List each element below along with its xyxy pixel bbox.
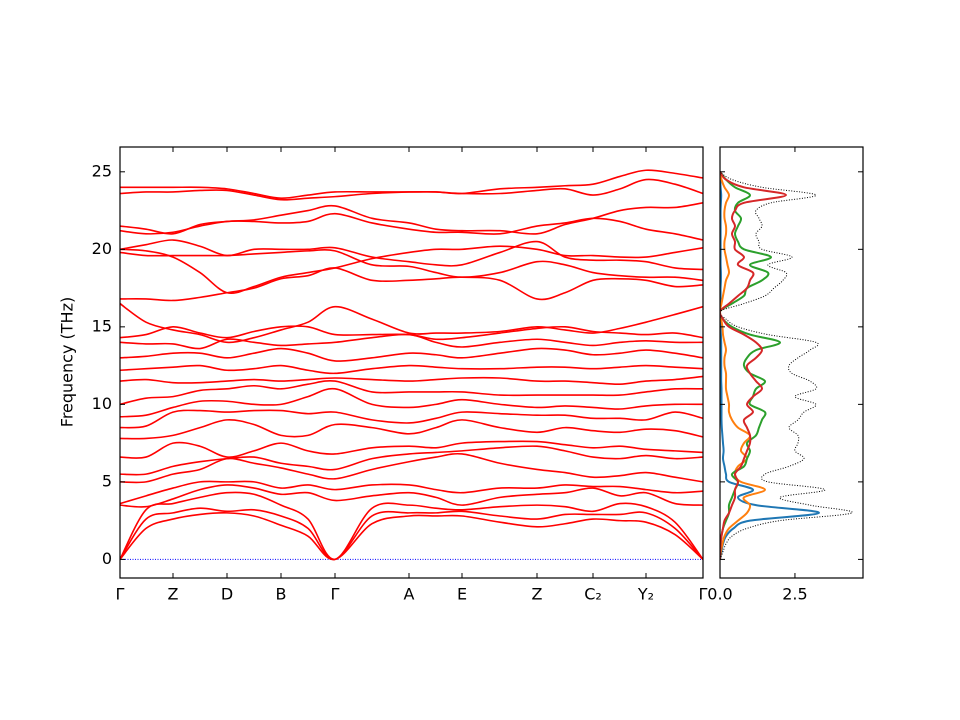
y-tick-label: 5 — [102, 471, 112, 490]
band-line — [120, 239, 703, 271]
x-tick-label: E — [457, 585, 467, 604]
x-tick-label: 0.0 — [707, 585, 732, 604]
band-line — [120, 178, 703, 201]
band-line — [120, 267, 703, 302]
x-tick-label: C₂ — [584, 585, 602, 604]
dos-line — [720, 171, 766, 560]
dos-line — [720, 171, 787, 560]
x-tick-label: 2.5 — [782, 585, 807, 604]
x-tick-label: A — [404, 585, 415, 604]
x-tick-label: Γ — [116, 585, 125, 604]
band-line — [120, 302, 703, 344]
band-line — [120, 507, 703, 561]
dos-line — [720, 171, 781, 560]
x-tick-label: Y₂ — [637, 585, 654, 604]
band-line — [120, 375, 703, 386]
band-line — [120, 484, 703, 508]
x-tick-label: B — [276, 585, 287, 604]
band-line — [120, 347, 703, 362]
band-line — [120, 491, 703, 561]
band-line — [120, 169, 703, 199]
band-line — [120, 445, 703, 476]
dos-line — [720, 171, 853, 560]
y-tick-label: 25 — [92, 161, 112, 180]
x-tick-label: Z — [532, 585, 543, 604]
band-line — [120, 364, 703, 375]
y-axis-label: Frequency (THz) — [58, 297, 77, 427]
band-line — [120, 480, 703, 505]
x-tick-label: Γ — [331, 585, 340, 604]
band-line — [120, 325, 703, 341]
plot-area — [720, 171, 853, 560]
band-line — [120, 245, 703, 295]
y-tick-label: 10 — [92, 394, 112, 413]
x-tick-label: D — [221, 585, 233, 604]
band-line — [120, 380, 703, 406]
band-line — [120, 248, 703, 282]
axes-frame — [719, 146, 864, 579]
x-tick-label: Γ — [699, 585, 708, 604]
band-line — [120, 440, 703, 459]
dos-line — [720, 171, 820, 560]
band-line — [120, 512, 703, 561]
y-tick-label: 0 — [102, 549, 112, 568]
band-line — [120, 202, 703, 235]
x-tick-label: Z — [168, 585, 179, 604]
band-line — [120, 452, 703, 484]
y-tick-label: 15 — [92, 316, 112, 335]
y-tick-label: 20 — [92, 239, 112, 258]
band-line — [120, 419, 703, 440]
band-line — [120, 409, 703, 429]
axes-frame — [119, 146, 704, 579]
band-line — [120, 212, 703, 241]
plot-area — [120, 169, 703, 561]
band-line — [120, 387, 703, 418]
